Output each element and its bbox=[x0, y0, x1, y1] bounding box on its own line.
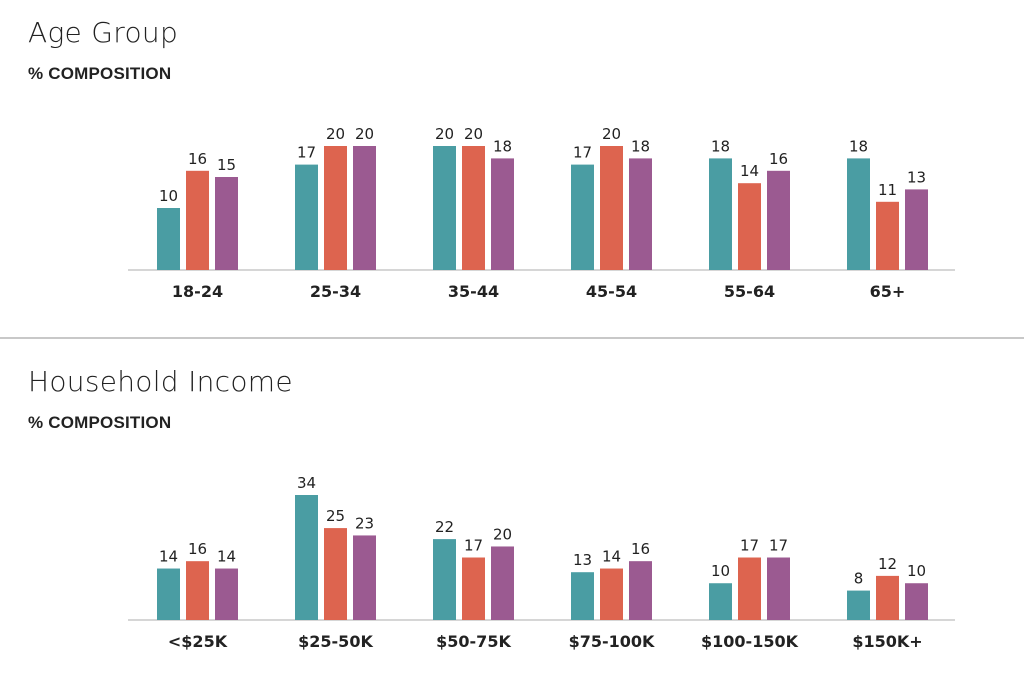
bar bbox=[738, 557, 761, 620]
bar bbox=[905, 189, 928, 270]
value-label: 18 bbox=[631, 137, 650, 155]
section-divider bbox=[0, 337, 1024, 339]
bar bbox=[571, 164, 594, 270]
category-label: 35-44 bbox=[448, 282, 499, 301]
value-label: 17 bbox=[297, 144, 316, 162]
bar bbox=[709, 158, 732, 270]
value-label: 25 bbox=[326, 507, 345, 525]
category-label: <$25K bbox=[168, 632, 228, 651]
value-label: 14 bbox=[217, 548, 236, 566]
value-label: 8 bbox=[854, 570, 864, 588]
value-label: 14 bbox=[740, 162, 759, 180]
value-label: 16 bbox=[188, 540, 207, 558]
bar bbox=[353, 146, 376, 270]
household-income-chart: 14 16 14 <$25K 34 25 23 $25-50K 22 17 20 $50-75K 13 1… bbox=[128, 474, 955, 651]
value-label: 18 bbox=[711, 137, 730, 155]
value-label: 20 bbox=[493, 525, 512, 543]
chart-subtitle: % COMPOSITION bbox=[28, 64, 172, 83]
category-label: $100-150K bbox=[701, 632, 799, 651]
bar bbox=[353, 535, 376, 620]
bar bbox=[600, 568, 623, 620]
bar bbox=[186, 170, 209, 270]
value-label: 20 bbox=[326, 125, 345, 143]
age-group-chart: 10 16 15 18-24 17 20 20 25-34 20 20 18 35-44 17 20 18 4… bbox=[128, 125, 955, 301]
bar bbox=[767, 170, 790, 270]
bar bbox=[876, 575, 899, 620]
value-label: 14 bbox=[159, 548, 178, 566]
bar bbox=[157, 568, 180, 620]
category-label: 18-24 bbox=[172, 282, 223, 301]
value-label: 12 bbox=[878, 555, 897, 573]
bar bbox=[491, 546, 514, 620]
bar bbox=[295, 495, 318, 620]
value-label: 16 bbox=[188, 150, 207, 168]
category-label: $25-50K bbox=[298, 632, 373, 651]
bar bbox=[462, 146, 485, 270]
bar bbox=[433, 539, 456, 620]
value-label: 20 bbox=[464, 125, 483, 143]
value-label: 22 bbox=[435, 518, 454, 536]
category-label: $50-75K bbox=[436, 632, 511, 651]
value-label: 17 bbox=[769, 537, 788, 555]
value-label: 20 bbox=[602, 125, 621, 143]
bar bbox=[157, 208, 180, 270]
bar bbox=[324, 146, 347, 270]
value-label: 34 bbox=[297, 474, 316, 492]
bar bbox=[433, 146, 456, 270]
value-label: 13 bbox=[573, 551, 592, 569]
bar bbox=[462, 557, 485, 620]
value-label: 11 bbox=[878, 181, 897, 199]
bar bbox=[491, 158, 514, 270]
value-label: 10 bbox=[711, 562, 730, 580]
value-label: 17 bbox=[464, 537, 483, 555]
chart-title: Age Group bbox=[28, 16, 179, 49]
value-label: 14 bbox=[602, 548, 621, 566]
value-label: 23 bbox=[355, 514, 374, 532]
category-label: $75-100K bbox=[569, 632, 655, 651]
bar bbox=[905, 583, 928, 620]
bar bbox=[295, 164, 318, 270]
bar bbox=[324, 528, 347, 620]
bar bbox=[847, 590, 870, 620]
value-label: 18 bbox=[493, 137, 512, 155]
category-label: $150K+ bbox=[852, 632, 922, 651]
bar bbox=[186, 561, 209, 620]
value-label: 16 bbox=[631, 540, 650, 558]
category-label: 45-54 bbox=[586, 282, 637, 301]
bar bbox=[709, 583, 732, 620]
value-label: 16 bbox=[769, 150, 788, 168]
value-label: 17 bbox=[573, 144, 592, 162]
bar bbox=[629, 158, 652, 270]
chart-title: Household Income bbox=[28, 365, 293, 398]
value-label: 10 bbox=[907, 562, 926, 580]
bar bbox=[600, 146, 623, 270]
value-label: 20 bbox=[435, 125, 454, 143]
category-label: 55-64 bbox=[724, 282, 775, 301]
bar bbox=[571, 572, 594, 620]
bar bbox=[629, 561, 652, 620]
value-label: 17 bbox=[740, 537, 759, 555]
bar bbox=[738, 183, 761, 270]
category-label: 65+ bbox=[870, 282, 906, 301]
value-label: 13 bbox=[907, 168, 926, 186]
bar bbox=[767, 557, 790, 620]
household-income-panel: Household Income % COMPOSITION 14 16 14 <$2… bbox=[0, 339, 1024, 682]
bar bbox=[215, 177, 238, 270]
value-label: 15 bbox=[217, 156, 236, 174]
bar bbox=[847, 158, 870, 270]
value-label: 10 bbox=[159, 187, 178, 205]
bar bbox=[215, 568, 238, 620]
age-group-panel: Age Group % COMPOSITION 10 16 15 18-24 17 20 2… bbox=[0, 0, 1024, 338]
category-label: 25-34 bbox=[310, 282, 361, 301]
bar bbox=[876, 201, 899, 270]
chart-subtitle: % COMPOSITION bbox=[28, 413, 172, 432]
value-label: 18 bbox=[849, 137, 868, 155]
value-label: 20 bbox=[355, 125, 374, 143]
